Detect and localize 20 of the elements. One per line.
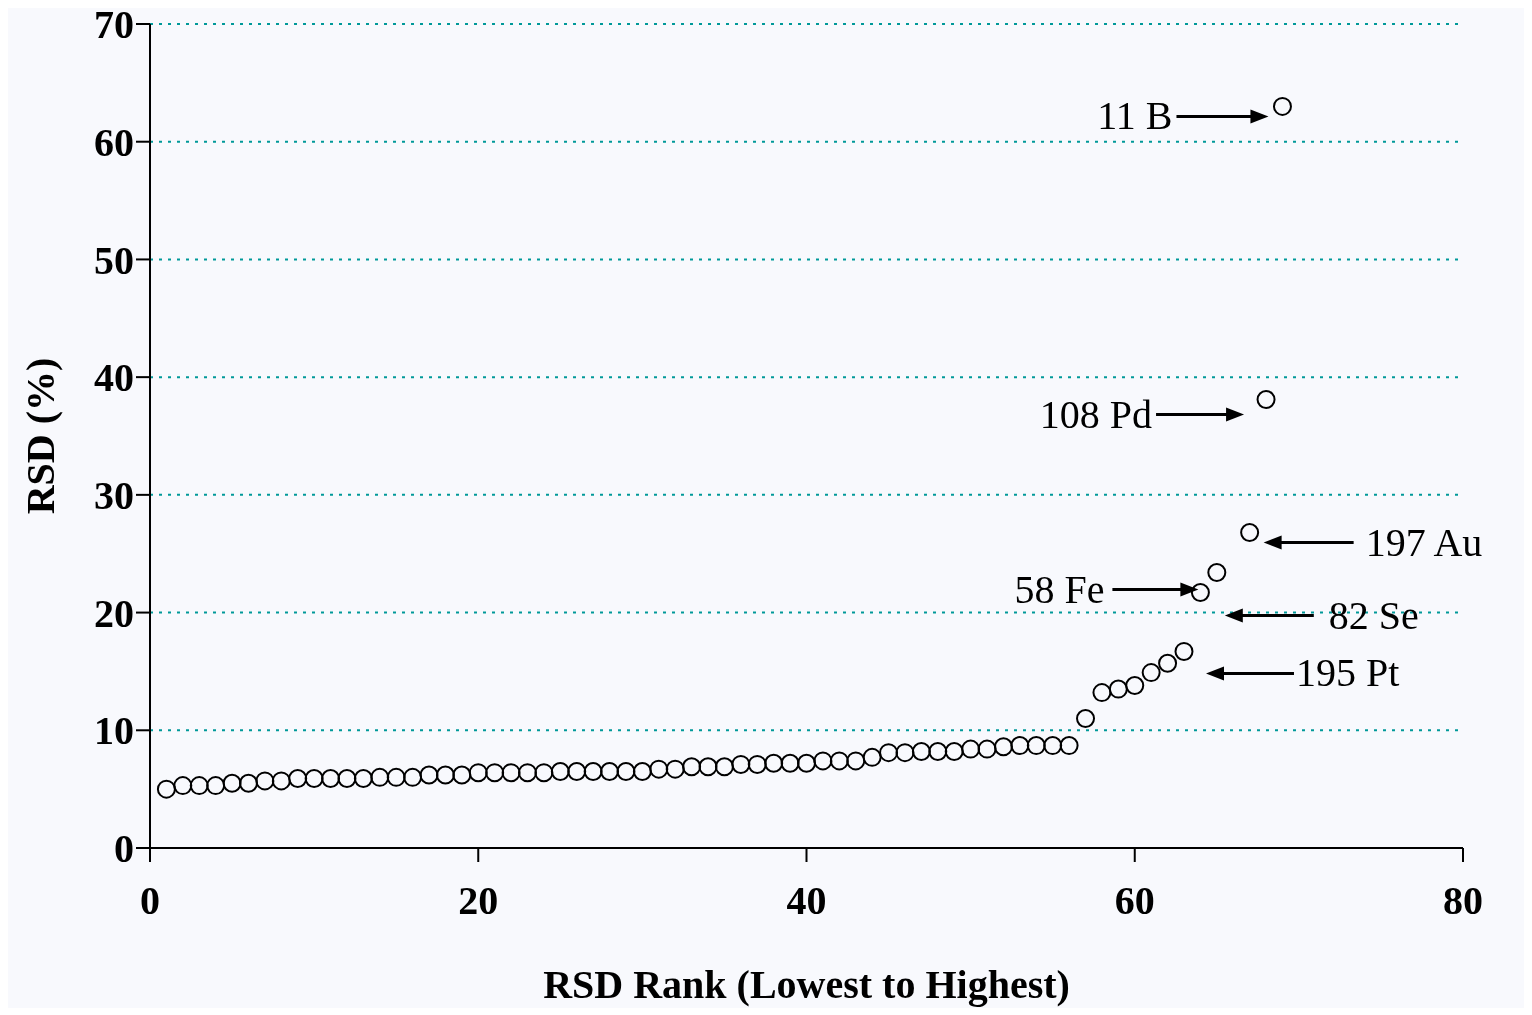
y-tick-label: 60 bbox=[94, 119, 134, 165]
annotation: 11 B bbox=[1097, 93, 1173, 139]
annotation: 195 Pt bbox=[1295, 650, 1400, 696]
y-tick-label: 40 bbox=[94, 355, 134, 401]
y-tick-label: 10 bbox=[94, 708, 134, 754]
x-tick-label: 60 bbox=[1114, 878, 1155, 924]
y-axis-title: RSD (%) bbox=[18, 357, 64, 515]
annotation: 58 Fe bbox=[1014, 566, 1105, 612]
y-tick-label: 0 bbox=[114, 826, 134, 872]
x-tick-label: 40 bbox=[786, 878, 827, 924]
x-tick-label: 20 bbox=[458, 878, 499, 924]
annotation: 82 Se bbox=[1328, 592, 1419, 638]
y-tick-label: 50 bbox=[94, 237, 134, 283]
x-axis-title: RSD Rank (Lowest to Highest) bbox=[543, 962, 1070, 1007]
annotation: 197 Au bbox=[1365, 519, 1483, 565]
y-tick-label: 70 bbox=[94, 2, 134, 48]
y-tick-label: 20 bbox=[94, 590, 134, 636]
y-tick-label: 30 bbox=[94, 473, 134, 519]
annotation: 108 Pd bbox=[1039, 391, 1153, 437]
x-tick-label: 80 bbox=[1443, 878, 1483, 924]
